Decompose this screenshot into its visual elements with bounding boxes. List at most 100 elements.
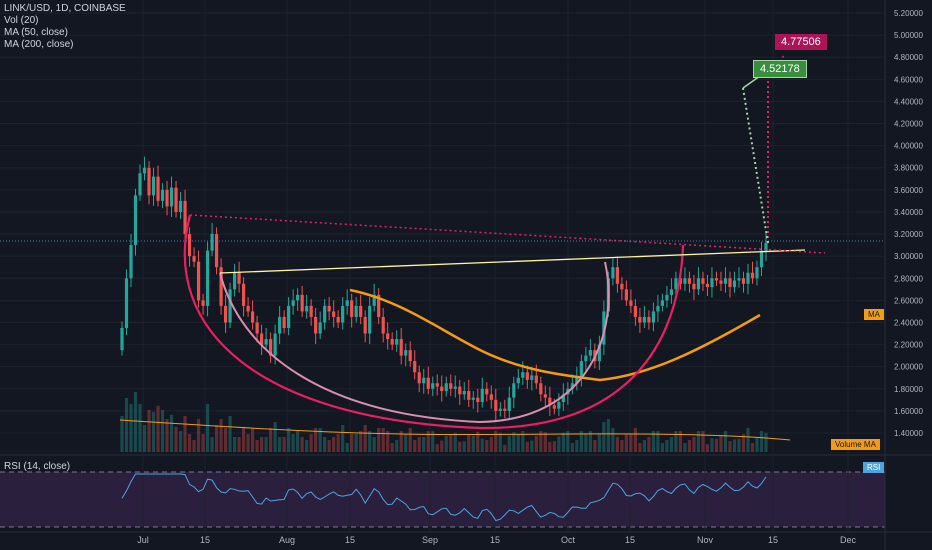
volume-bar	[237, 437, 241, 452]
volume-bar	[223, 428, 228, 452]
ma50-indicator-label[interactable]: MA (50, close)	[4, 27, 68, 38]
volume-bar	[539, 431, 543, 452]
candle-body	[417, 372, 421, 384]
candle-body	[210, 234, 214, 251]
candle-body	[336, 316, 340, 323]
volume-bar	[525, 441, 529, 452]
chart-legend: LINK/USD, 1D, COINBASE Vol (20) MA (50, …	[4, 3, 126, 51]
candle-body	[620, 283, 624, 290]
y-tick-label: 4.80000	[894, 53, 923, 62]
volume-bar	[512, 432, 516, 452]
volume-bar	[737, 438, 741, 452]
candle-body	[683, 278, 687, 284]
candle-body	[728, 278, 732, 288]
volume-bar	[169, 414, 174, 452]
candle-body	[282, 316, 286, 328]
candle-body	[323, 305, 327, 323]
candle-body	[124, 278, 129, 328]
candle-body	[561, 394, 565, 403]
candle-body	[269, 339, 273, 356]
volume-bar	[476, 431, 480, 452]
y-tick-label: 4.00000	[894, 142, 923, 151]
volume-bar	[151, 411, 156, 452]
candle-body	[624, 289, 628, 301]
cup-inner-curve	[219, 261, 610, 424]
candle-body	[160, 189, 165, 201]
volume-bar	[395, 440, 399, 452]
candle-body	[142, 167, 147, 174]
volume-bar	[133, 392, 138, 452]
candle-body	[314, 316, 318, 334]
volume-bar	[710, 438, 714, 452]
candle-body	[660, 300, 665, 306]
volume-bar	[187, 434, 192, 452]
volume-bar	[642, 440, 647, 452]
candle-body	[516, 377, 520, 384]
volume-bar	[435, 444, 439, 452]
candle-body	[476, 397, 480, 403]
volume-bar	[521, 431, 525, 452]
y-tick-label: 2.80000	[894, 274, 923, 283]
candle-body	[480, 388, 484, 403]
volume-bar	[228, 416, 232, 452]
volume-bar	[178, 431, 183, 452]
candle-body	[579, 361, 583, 378]
candle-body	[305, 305, 309, 312]
volume-bar	[561, 432, 565, 452]
candle-body	[444, 383, 448, 391]
candle-body	[205, 250, 210, 306]
candle-body	[408, 350, 412, 362]
volume-bar	[458, 441, 462, 452]
candle-body	[737, 278, 741, 281]
candle-body	[395, 339, 399, 345]
volume-bar	[696, 431, 701, 452]
candle-body	[174, 187, 178, 212]
candle-body	[381, 316, 385, 334]
volume-bar	[251, 428, 255, 452]
candle-body	[431, 383, 435, 389]
volume-bar	[408, 428, 412, 452]
volume-bar	[417, 437, 421, 452]
candle-body	[674, 278, 678, 290]
x-tick-label: 15	[200, 535, 210, 545]
volume-bar	[214, 425, 219, 452]
volume-ma-tag: Volume MA	[831, 439, 880, 450]
y-tick-label: 4.40000	[894, 97, 923, 106]
ma200-indicator-label[interactable]: MA (200, close)	[4, 39, 74, 50]
volume-bar	[219, 419, 223, 452]
candle-body	[642, 316, 647, 323]
y-tick-label: 4.60000	[894, 75, 923, 84]
candle-body	[196, 261, 201, 301]
candle-body	[449, 383, 453, 389]
candle-body	[647, 316, 651, 323]
symbol-title: LINK/USD, 1D, COINBASE	[4, 3, 126, 14]
volume-bar	[269, 428, 273, 452]
volume-bar	[579, 431, 583, 452]
y-tick-label: 3.80000	[894, 164, 923, 173]
x-tick-label: Sep	[422, 535, 438, 545]
volume-bar	[345, 443, 349, 452]
volume-bar	[165, 419, 169, 452]
volume-bar	[723, 431, 728, 452]
volume-bar	[255, 440, 259, 452]
volume-bar	[444, 435, 448, 452]
volume-bar	[264, 437, 268, 452]
candle-body	[669, 289, 674, 295]
volume-bar	[327, 440, 331, 452]
volume-bar	[624, 434, 628, 452]
resistance-line	[189, 214, 826, 254]
candle-body	[133, 195, 138, 246]
volume-bar	[399, 431, 403, 452]
volume-bar	[494, 431, 498, 452]
candle-body	[120, 328, 124, 351]
volume-bar	[156, 405, 160, 452]
rsi-zone	[0, 472, 885, 527]
y-tick-label: 2.00000	[894, 363, 923, 372]
candle-body	[462, 391, 466, 395]
rsi-indicator-label[interactable]: RSI (14, close)	[4, 461, 71, 472]
candle-body	[701, 278, 705, 284]
volume-indicator-label[interactable]: Vol (20)	[4, 15, 39, 26]
candle-body	[359, 305, 363, 317]
volume-bar	[124, 398, 129, 452]
